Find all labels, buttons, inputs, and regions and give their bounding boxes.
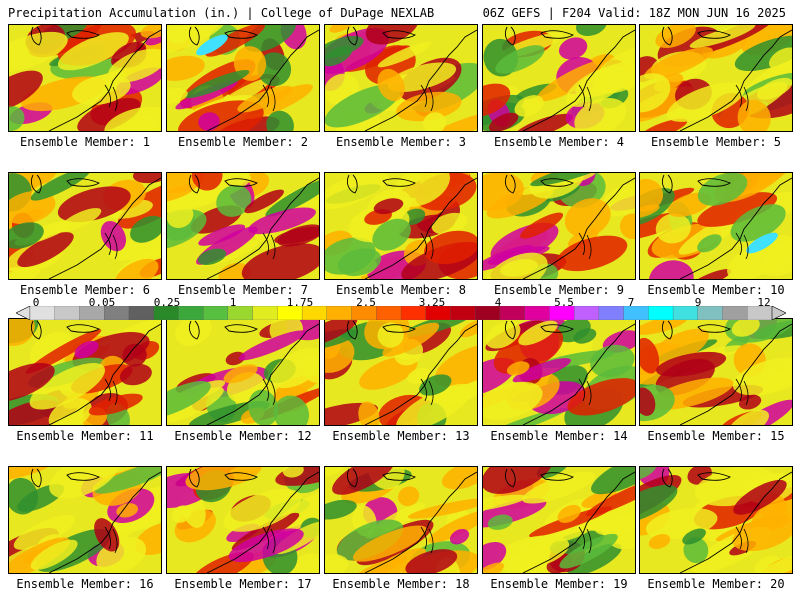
colorbar-tick-label: 0.25 [153,296,181,309]
member-map-panel [8,172,162,280]
member-map-panel [482,172,636,280]
member-map-panel [166,466,320,574]
colorbar-tick-label: 12 [757,296,771,309]
ensemble-member-label: Ensemble Member: 13 [332,429,470,443]
member-map-panel [324,172,478,280]
ensemble-member-label: Ensemble Member: 19 [490,577,628,591]
ensemble-member-label: Ensemble Member: 16 [16,577,154,591]
colorbar-tick-label: 1 [229,296,237,309]
member-map-panel [8,24,162,132]
colorbar-tick-label: 4 [494,296,502,309]
member-map-panel [166,24,320,132]
ensemble-member-label: Ensemble Member: 6 [19,283,151,297]
ensemble-member-label: Ensemble Member: 11 [16,429,154,443]
ensemble-member-label: Ensemble Member: 1 [19,135,151,149]
member-map-panel [8,466,162,574]
ensemble-member-label: Ensemble Member: 8 [335,283,467,297]
member-map-panel [482,318,636,426]
run-valid-time: 06Z GEFS | F204 Valid: 18Z MON JUN 16 20… [482,6,786,20]
colorbar-tick-label: 5.5 [554,296,574,309]
ensemble-member-label: Ensemble Member: 3 [335,135,467,149]
colorbar-tick-label: 0.05 [88,296,116,309]
member-map-panel [639,318,793,426]
precip-colorbar [16,306,786,320]
member-map-panel [166,318,320,426]
ensemble-member-label: Ensemble Member: 7 [177,283,309,297]
ensemble-member-label: Ensemble Member: 20 [647,577,785,591]
member-map-panel [482,466,636,574]
member-map-panel [166,172,320,280]
member-map-panel [324,24,478,132]
colorbar-tick-label: 0 [32,296,40,309]
member-map-panel [639,24,793,132]
colorbar-tick-label: 9 [694,296,702,309]
member-map-panel [639,172,793,280]
ensemble-member-label: Ensemble Member: 10 [647,283,785,297]
colorbar-tick-label: 7 [627,296,635,309]
ensemble-member-label: Ensemble Member: 2 [177,135,309,149]
colorbar-tick-label: 3.25 [418,296,446,309]
ensemble-member-label: Ensemble Member: 18 [332,577,470,591]
ensemble-member-label: Ensemble Member: 4 [493,135,625,149]
ensemble-member-label: Ensemble Member: 14 [490,429,628,443]
ensemble-member-label: Ensemble Member: 17 [174,577,312,591]
ensemble-member-label: Ensemble Member: 5 [650,135,782,149]
member-map-panel [639,466,793,574]
member-map-panel [8,318,162,426]
ensemble-member-label: Ensemble Member: 15 [647,429,785,443]
member-map-panel [482,24,636,132]
colorbar-tick-label: 1.75 [286,296,314,309]
map-title: Precipitation Accumulation (in.) | Colle… [8,6,435,20]
member-map-panel [324,318,478,426]
colorbar-tick-label: 2.5 [356,296,376,309]
ensemble-member-label: Ensemble Member: 12 [174,429,312,443]
ensemble-member-label: Ensemble Member: 9 [493,283,625,297]
member-map-panel [324,466,478,574]
